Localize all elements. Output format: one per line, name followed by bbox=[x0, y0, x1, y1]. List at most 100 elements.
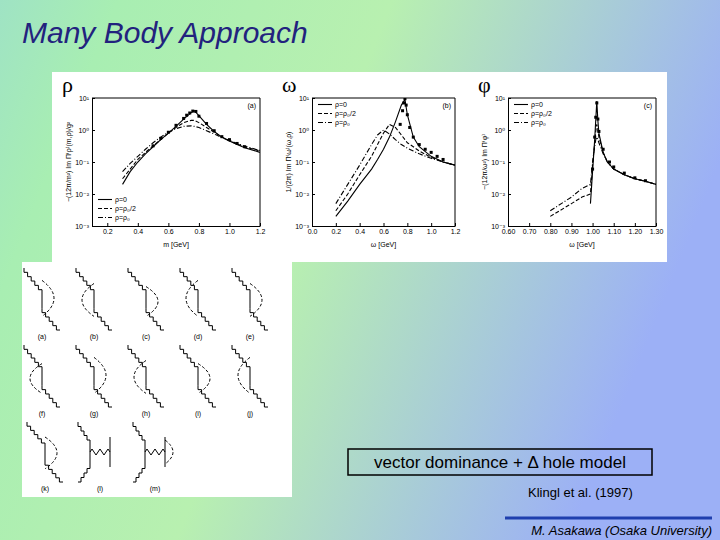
tick-label: 10¹ bbox=[495, 95, 506, 102]
meson-line bbox=[128, 268, 146, 290]
tick-mark bbox=[312, 226, 315, 227]
chart-title: φ bbox=[478, 72, 491, 97]
tick: 0.70 bbox=[523, 223, 537, 235]
meson-line bbox=[78, 464, 90, 482]
tick: 0.8 bbox=[195, 223, 205, 235]
plot-frame bbox=[260, 98, 261, 226]
meson-line bbox=[45, 461, 63, 482]
meson-line bbox=[232, 345, 250, 367]
tick: 10⁰ bbox=[78, 127, 95, 134]
tick-label: 0.6 bbox=[379, 228, 389, 235]
pion-loop bbox=[238, 357, 250, 393]
tick: 10⁻³ bbox=[491, 223, 511, 230]
diagram-label: (j) bbox=[247, 410, 253, 418]
legend-swatch bbox=[514, 113, 528, 114]
background bbox=[0, 0, 720, 540]
x-axis: 0.600.700.800.901.001.101.201.30 bbox=[502, 223, 664, 235]
tick-label: 1.0 bbox=[427, 228, 437, 235]
tick: 0.80 bbox=[544, 223, 558, 235]
data-point bbox=[424, 148, 427, 151]
tick-label: 10⁻² bbox=[75, 191, 89, 198]
data-point bbox=[175, 124, 178, 127]
tick: 1.0 bbox=[427, 223, 437, 235]
legend: ρ=0ρ=ρ₀/2ρ=ρ₀ bbox=[318, 101, 356, 127]
chart-title: ω bbox=[282, 72, 296, 97]
nucleon-line bbox=[42, 290, 43, 309]
data-point bbox=[194, 110, 197, 113]
tick: 10⁻¹ bbox=[75, 159, 95, 166]
legend-label: ρ=ρ₀/2 bbox=[335, 110, 356, 118]
tick-label: 10¹ bbox=[299, 95, 310, 102]
meson-line bbox=[180, 268, 198, 290]
tick-mark bbox=[407, 223, 408, 226]
series-line bbox=[336, 130, 455, 204]
data-point bbox=[220, 135, 223, 138]
meson-line bbox=[250, 308, 268, 330]
tick-label: 1.0 bbox=[225, 228, 235, 235]
y-axis-title: −(12π/ω²) Im Π⁽φ⁾ bbox=[481, 134, 489, 190]
panel-label: (b) bbox=[442, 102, 451, 110]
legend-swatch bbox=[318, 113, 332, 114]
meson-line bbox=[78, 422, 90, 440]
nucleon-line bbox=[45, 443, 46, 461]
legend-label: ρ=0 bbox=[531, 101, 543, 109]
data-point bbox=[436, 155, 439, 158]
data-point bbox=[405, 104, 408, 107]
diagram-label: (d) bbox=[194, 333, 203, 341]
tick: 1.0 bbox=[225, 223, 235, 235]
data-point bbox=[612, 165, 615, 168]
diagram-label: (c) bbox=[142, 333, 150, 341]
data-point bbox=[412, 136, 415, 139]
tick: 1.2 bbox=[256, 223, 266, 235]
meson-line bbox=[24, 345, 42, 367]
tick-label: 10⁻³ bbox=[75, 223, 89, 230]
author: M. Asakawa (Osaka University) bbox=[531, 523, 712, 538]
y-axis-title: 1/(2π) Im Π⁽ω⁾(ω,ρ) bbox=[285, 132, 293, 193]
tick: 10⁻² bbox=[295, 191, 315, 198]
tick-label: 10⁻¹ bbox=[295, 159, 309, 166]
x-axis: 0.20.40.60.81.01.2 bbox=[93, 223, 266, 235]
tick-label: 0.70 bbox=[523, 228, 537, 235]
plot-frame bbox=[92, 98, 260, 99]
legend-label: ρ=0 bbox=[115, 196, 127, 204]
tick: 10⁰ bbox=[494, 127, 511, 134]
series-line bbox=[336, 99, 455, 216]
data-point bbox=[593, 136, 596, 139]
tick-mark bbox=[508, 226, 511, 227]
meson-line bbox=[94, 385, 112, 407]
nucleon-line bbox=[94, 290, 95, 309]
tick-mark bbox=[92, 98, 95, 99]
series-line bbox=[590, 101, 656, 204]
data-point bbox=[418, 143, 421, 146]
pion-loop bbox=[30, 364, 42, 394]
tick: 10⁻³ bbox=[75, 223, 95, 230]
legend-swatch bbox=[318, 122, 332, 123]
data-point bbox=[591, 168, 594, 171]
meson-line bbox=[198, 308, 216, 330]
data-point bbox=[633, 176, 636, 179]
tick-label: 10⁰ bbox=[78, 127, 89, 134]
tick-mark bbox=[614, 223, 615, 226]
tick-label: 0.2 bbox=[331, 228, 341, 235]
legend-swatch bbox=[98, 208, 112, 209]
plot-frame bbox=[455, 98, 456, 226]
diagram-label: (m) bbox=[150, 485, 161, 493]
tick-mark bbox=[593, 223, 594, 226]
tick: 0.4 bbox=[133, 223, 143, 235]
data-point bbox=[159, 137, 162, 140]
x-axis-title: ω [GeV] bbox=[569, 241, 594, 249]
axis-line bbox=[313, 226, 456, 227]
tick: 1.20 bbox=[629, 223, 643, 235]
tick-label: 0.4 bbox=[355, 228, 365, 235]
figure-background bbox=[52, 72, 667, 262]
tick-mark bbox=[312, 98, 315, 99]
footer-rule bbox=[505, 517, 712, 520]
diagram-label: (h) bbox=[142, 410, 151, 418]
series-line bbox=[123, 111, 260, 185]
tick-label: 1.10 bbox=[607, 228, 621, 235]
diagram-label: (a) bbox=[38, 333, 47, 341]
tick-label: 10⁻³ bbox=[491, 223, 505, 230]
legend-label: ρ=ρ₀/2 bbox=[531, 110, 552, 118]
meson-line bbox=[76, 345, 94, 367]
tick: 10⁻¹ bbox=[491, 159, 511, 166]
